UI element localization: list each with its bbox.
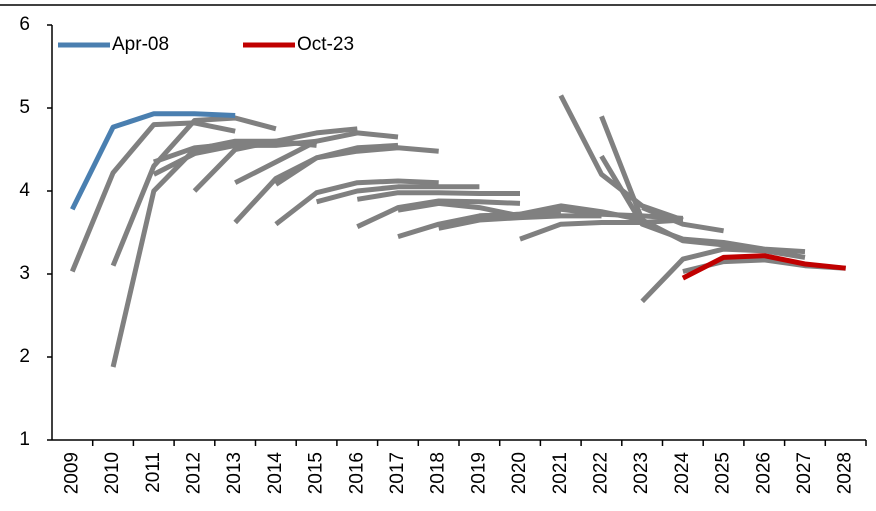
x-tick-label: 2024 <box>672 452 693 495</box>
x-tick-label: 2022 <box>590 452 611 494</box>
x-tick-label: 2013 <box>224 452 245 494</box>
y-tick-label: 3 <box>19 263 30 284</box>
series-line <box>70 111 236 211</box>
x-tick-label: 2018 <box>428 452 449 494</box>
series-line <box>681 253 846 281</box>
x-tick-label: 2021 <box>550 452 571 494</box>
x-tick-label: 2011 <box>143 452 164 493</box>
series-line <box>315 184 480 205</box>
series-line <box>192 126 358 193</box>
series-line <box>152 138 317 177</box>
y-tick-label: 5 <box>19 97 30 118</box>
x-tick-label: 2027 <box>794 452 815 494</box>
series-line <box>438 213 602 231</box>
x-tick-label: 2010 <box>102 452 123 494</box>
series-line <box>599 154 806 255</box>
x-tick-label: 2020 <box>509 452 530 494</box>
x-tick-label: 2014 <box>265 452 286 495</box>
series-line <box>110 115 277 267</box>
series-line <box>558 94 684 223</box>
series-line <box>234 130 399 185</box>
series-line <box>599 115 765 252</box>
x-tick-label: 2026 <box>753 452 774 494</box>
x-tick-label: 2019 <box>468 452 489 494</box>
y-tick-label: 4 <box>19 180 30 201</box>
y-tick-label: 6 <box>19 14 30 35</box>
series-line <box>69 120 236 273</box>
legend-label: Apr-08 <box>112 34 169 55</box>
y-tick-label: 1 <box>19 429 30 450</box>
x-tick-label: 2012 <box>183 452 204 494</box>
legend-label: Oct-23 <box>297 34 354 55</box>
series-line <box>356 190 520 202</box>
x-tick-label: 2023 <box>631 452 652 494</box>
series-line <box>641 205 725 234</box>
x-tick-label: 2015 <box>306 452 327 494</box>
x-tick-label: 2009 <box>61 452 82 494</box>
series-line <box>274 178 439 227</box>
series-line <box>519 206 684 221</box>
series-line <box>519 217 684 242</box>
series-line <box>640 246 806 304</box>
x-tick-label: 2025 <box>713 452 734 494</box>
x-tick-label: 2017 <box>387 452 408 494</box>
x-tick-label: 2028 <box>835 452 856 494</box>
y-tick-label: 2 <box>19 346 30 367</box>
x-tick-label: 2016 <box>346 452 367 494</box>
series-line <box>274 145 439 187</box>
